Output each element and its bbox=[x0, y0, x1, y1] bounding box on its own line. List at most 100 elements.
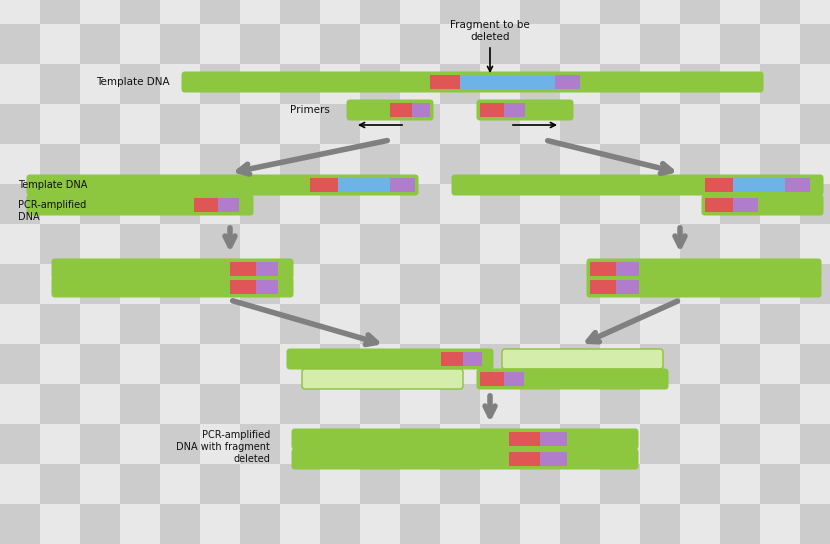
Bar bbox=[440, 424, 480, 464]
Bar bbox=[120, 144, 160, 184]
Bar bbox=[80, 384, 120, 424]
Bar bbox=[600, 24, 640, 64]
Bar bbox=[800, 104, 830, 144]
Text: Fragment to be
deleted: Fragment to be deleted bbox=[450, 20, 530, 41]
Bar bbox=[760, 424, 800, 464]
Bar bbox=[0, 464, 40, 504]
Bar bbox=[440, 64, 480, 104]
Bar bbox=[400, 264, 440, 304]
Bar bbox=[760, 224, 800, 264]
Bar bbox=[440, 144, 480, 184]
FancyBboxPatch shape bbox=[302, 369, 463, 389]
Bar bbox=[520, 224, 560, 264]
Bar bbox=[440, 304, 480, 344]
Bar bbox=[520, 0, 560, 24]
Bar bbox=[0, 504, 40, 544]
FancyBboxPatch shape bbox=[502, 349, 663, 369]
Bar bbox=[640, 344, 680, 384]
Bar bbox=[600, 504, 640, 544]
Bar bbox=[360, 64, 400, 104]
Bar bbox=[680, 424, 720, 464]
Bar bbox=[0, 104, 40, 144]
Bar bbox=[640, 384, 680, 424]
Bar bbox=[400, 464, 440, 504]
Bar bbox=[760, 104, 800, 144]
Bar bbox=[390, 178, 415, 192]
Bar bbox=[760, 144, 800, 184]
Bar bbox=[280, 24, 320, 64]
Bar bbox=[160, 0, 200, 24]
Bar bbox=[560, 104, 600, 144]
Bar bbox=[80, 104, 120, 144]
Bar bbox=[194, 198, 218, 212]
Bar bbox=[560, 24, 600, 64]
Bar bbox=[616, 262, 639, 276]
Bar bbox=[240, 464, 280, 504]
Bar bbox=[640, 224, 680, 264]
Bar bbox=[680, 504, 720, 544]
Bar bbox=[200, 384, 240, 424]
Bar bbox=[80, 144, 120, 184]
Bar bbox=[733, 198, 758, 212]
Bar bbox=[400, 424, 440, 464]
Text: Template DNA: Template DNA bbox=[96, 77, 170, 87]
Bar bbox=[40, 344, 80, 384]
Bar bbox=[160, 64, 200, 104]
Bar bbox=[360, 184, 400, 224]
Bar bbox=[160, 224, 200, 264]
Bar bbox=[80, 64, 120, 104]
Bar bbox=[80, 184, 120, 224]
Bar bbox=[600, 304, 640, 344]
Bar bbox=[600, 104, 640, 144]
Bar bbox=[40, 464, 80, 504]
Bar bbox=[40, 0, 80, 24]
FancyBboxPatch shape bbox=[587, 276, 822, 298]
Bar bbox=[640, 304, 680, 344]
Bar bbox=[560, 304, 600, 344]
FancyBboxPatch shape bbox=[27, 195, 253, 215]
Bar bbox=[200, 144, 240, 184]
Bar bbox=[720, 104, 760, 144]
FancyBboxPatch shape bbox=[51, 258, 294, 280]
Bar bbox=[280, 384, 320, 424]
Bar bbox=[680, 64, 720, 104]
Bar bbox=[80, 264, 120, 304]
Bar bbox=[720, 64, 760, 104]
Bar bbox=[240, 224, 280, 264]
Bar bbox=[160, 184, 200, 224]
Bar bbox=[640, 0, 680, 24]
Bar bbox=[160, 464, 200, 504]
Bar bbox=[680, 384, 720, 424]
Bar bbox=[360, 104, 400, 144]
Bar bbox=[120, 0, 160, 24]
Bar bbox=[720, 384, 760, 424]
Bar bbox=[160, 264, 200, 304]
Bar bbox=[600, 0, 640, 24]
Bar bbox=[400, 344, 440, 384]
Bar bbox=[280, 0, 320, 24]
Bar bbox=[0, 64, 40, 104]
Bar bbox=[600, 464, 640, 504]
Bar bbox=[240, 264, 280, 304]
Bar bbox=[520, 424, 560, 464]
Bar bbox=[360, 384, 400, 424]
FancyBboxPatch shape bbox=[286, 349, 494, 369]
Bar bbox=[80, 0, 120, 24]
Bar bbox=[720, 344, 760, 384]
Bar bbox=[120, 304, 160, 344]
Bar bbox=[520, 24, 560, 64]
Bar bbox=[280, 184, 320, 224]
Bar bbox=[400, 224, 440, 264]
Bar bbox=[520, 144, 560, 184]
Bar bbox=[440, 24, 480, 64]
Bar bbox=[400, 144, 440, 184]
Bar bbox=[640, 264, 680, 304]
Bar bbox=[120, 504, 160, 544]
Bar bbox=[240, 344, 280, 384]
FancyBboxPatch shape bbox=[587, 258, 822, 280]
Text: Primers: Primers bbox=[290, 105, 330, 115]
Text: PCR-amplified
DNA with fragment
deleted: PCR-amplified DNA with fragment deleted bbox=[176, 430, 270, 463]
FancyBboxPatch shape bbox=[291, 448, 638, 469]
FancyBboxPatch shape bbox=[452, 175, 823, 195]
Bar bbox=[520, 264, 560, 304]
